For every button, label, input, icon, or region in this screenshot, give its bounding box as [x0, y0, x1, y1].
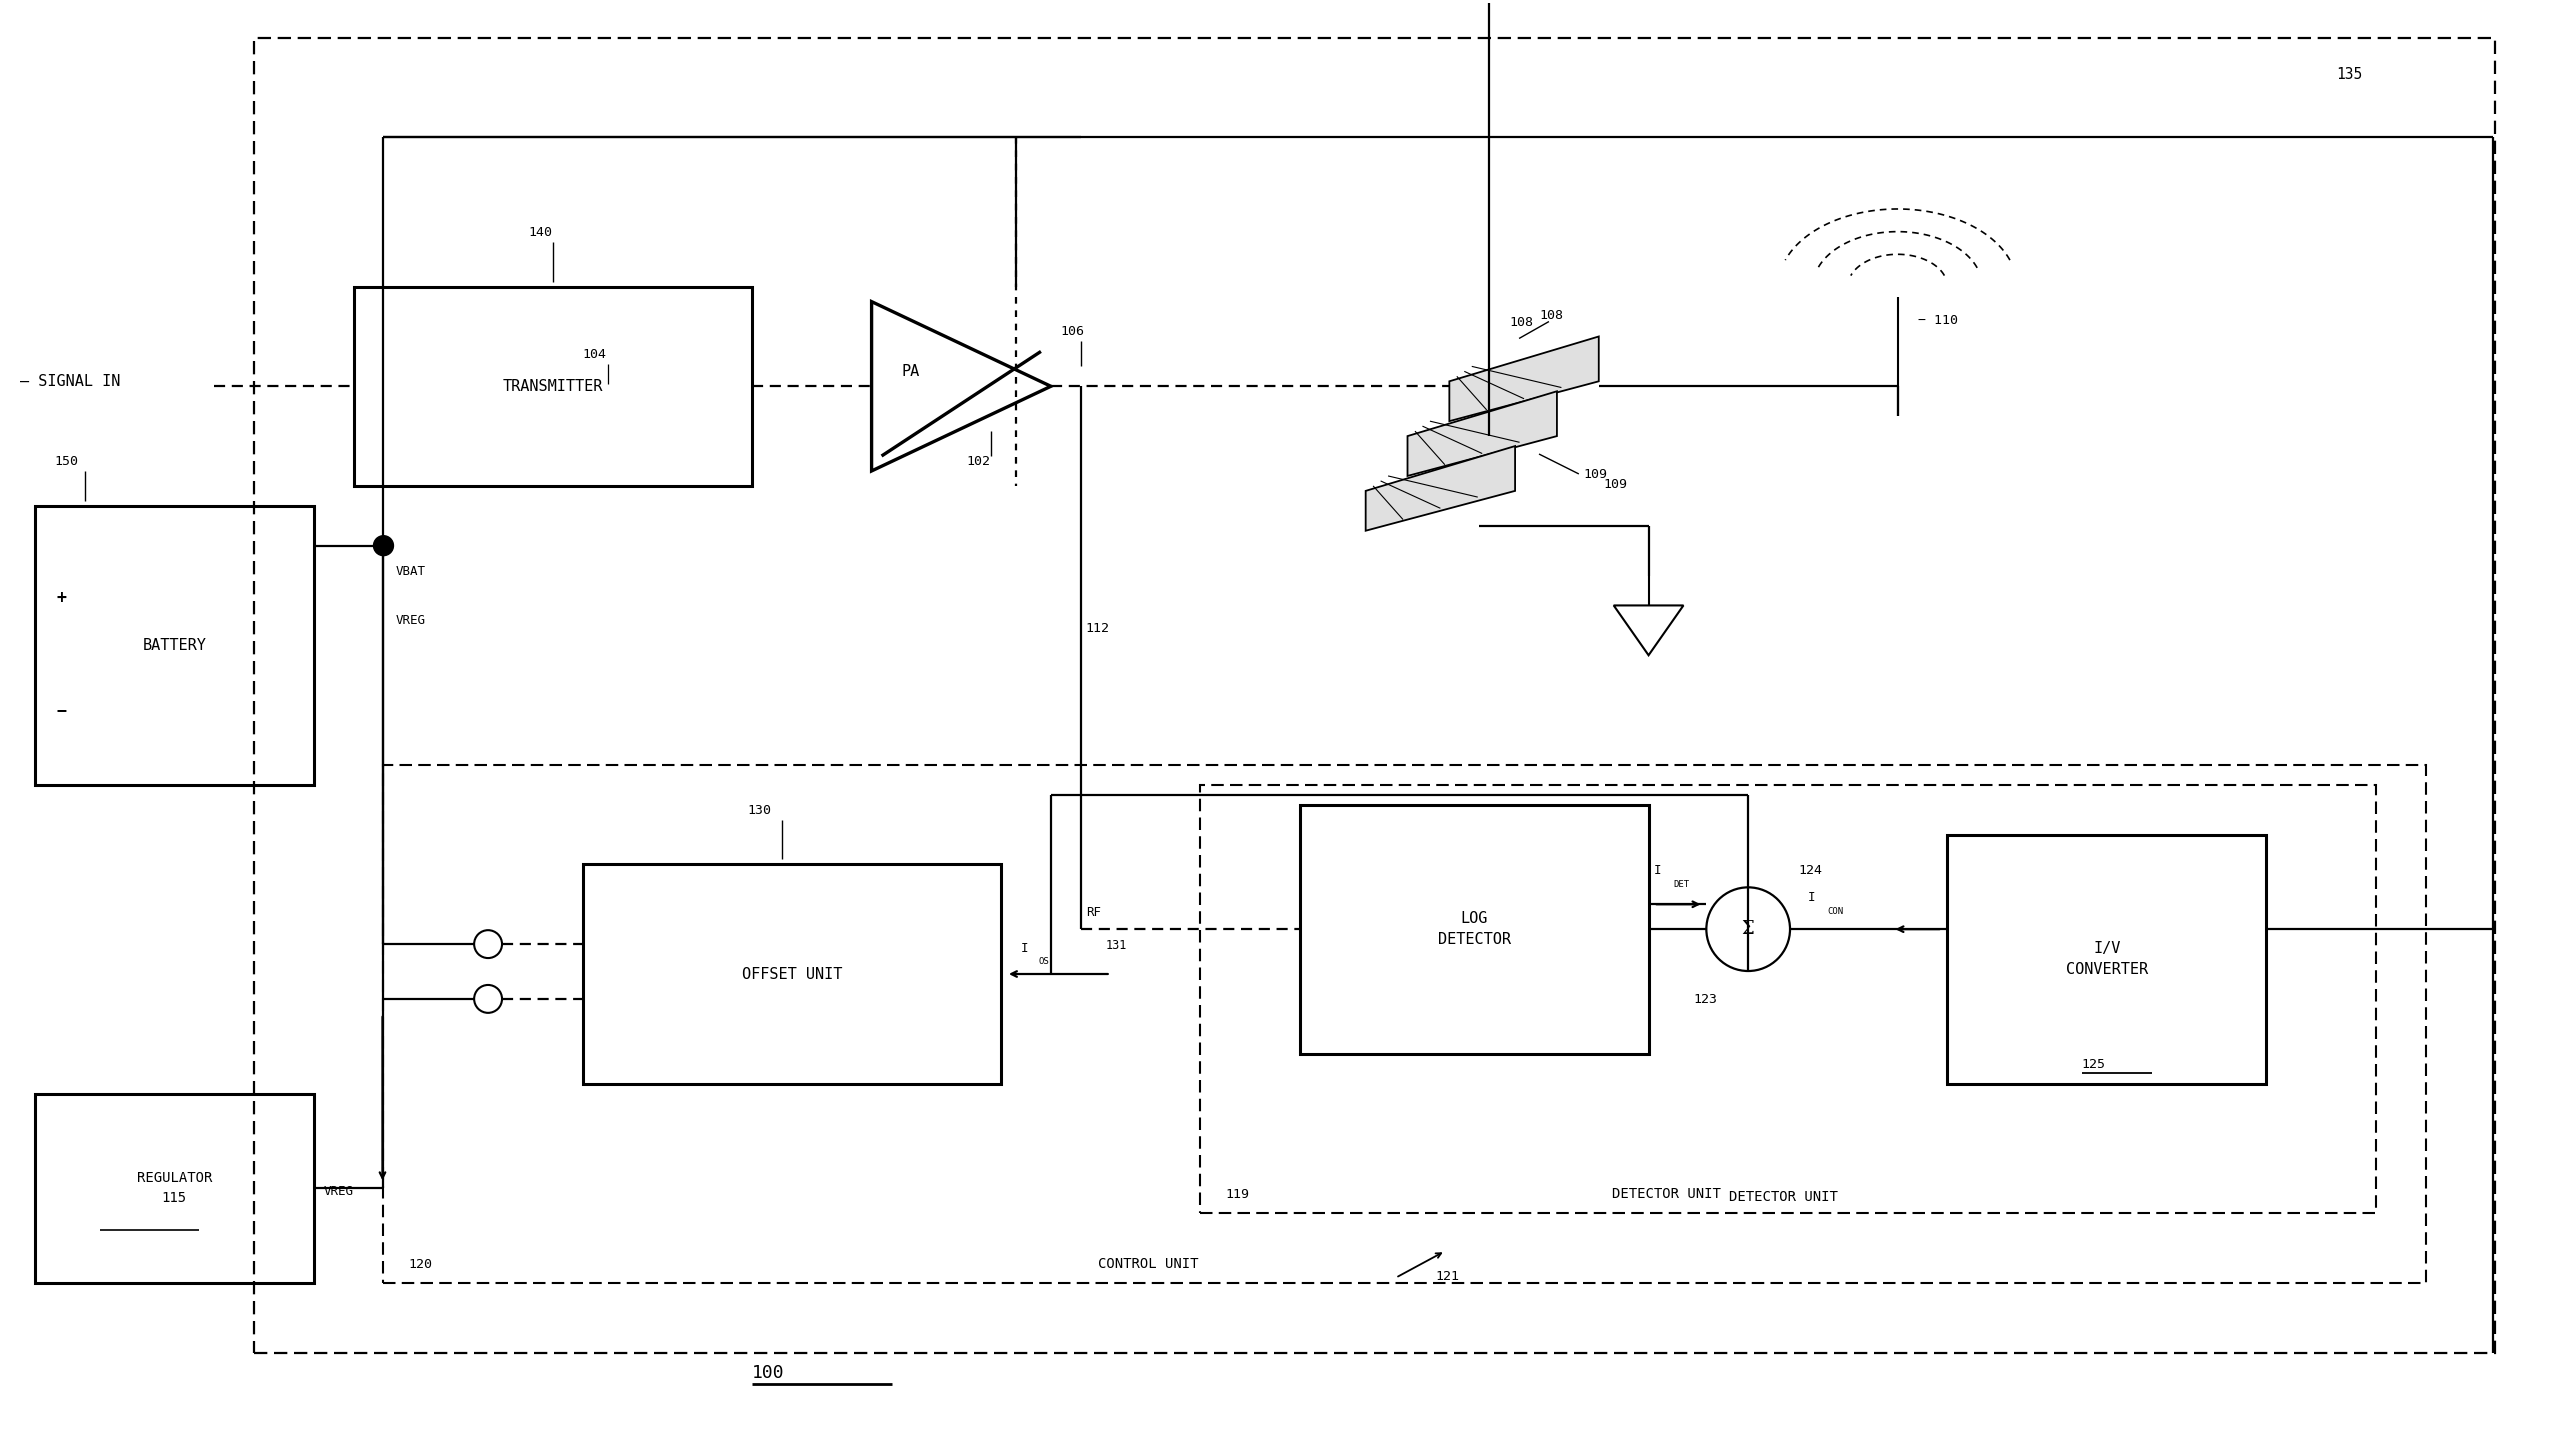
Text: 102: 102 — [966, 455, 991, 468]
Text: 140: 140 — [528, 225, 551, 238]
Text: Σ: Σ — [1742, 920, 1755, 938]
Polygon shape — [1407, 392, 1558, 476]
Text: I: I — [1652, 864, 1660, 877]
Text: −: − — [56, 702, 67, 719]
Text: 150: 150 — [54, 455, 79, 468]
Circle shape — [374, 535, 395, 555]
Text: I: I — [1022, 943, 1027, 956]
Text: LOG
DETECTOR: LOG DETECTOR — [1437, 911, 1512, 947]
Text: 120: 120 — [407, 1258, 433, 1271]
Text: 131: 131 — [1107, 938, 1127, 951]
Text: PA: PA — [902, 364, 920, 379]
Text: +: + — [56, 590, 67, 607]
Text: 108: 108 — [1509, 316, 1532, 329]
Bar — [1947, 835, 2267, 1083]
Text: 135: 135 — [2337, 67, 2362, 82]
Text: VBAT: VBAT — [395, 564, 425, 577]
Text: I: I — [1809, 891, 1816, 904]
Bar — [36, 1093, 313, 1283]
Text: 106: 106 — [1061, 326, 1084, 339]
Text: − 110: − 110 — [1916, 313, 1957, 327]
Text: I/V
CONVERTER: I/V CONVERTER — [2065, 941, 2147, 977]
Text: 119: 119 — [1225, 1188, 1250, 1201]
Text: VREG: VREG — [323, 1185, 354, 1198]
Text: 130: 130 — [748, 804, 771, 817]
Text: CON: CON — [1827, 907, 1845, 916]
Bar — [384, 765, 2426, 1283]
Bar — [582, 864, 1002, 1083]
Bar — [36, 505, 313, 785]
Text: OFFSET UNIT: OFFSET UNIT — [743, 967, 843, 982]
Bar — [254, 37, 2495, 1353]
Text: TRANSMITTER: TRANSMITTER — [502, 379, 602, 393]
Text: 109: 109 — [1583, 468, 1609, 481]
Text: 108: 108 — [1540, 309, 1563, 321]
Bar — [1202, 785, 2375, 1213]
Text: BATTERY: BATTERY — [143, 637, 205, 653]
Text: DETECTOR UNIT: DETECTOR UNIT — [1729, 1190, 1837, 1204]
Text: 109: 109 — [1604, 478, 1627, 491]
Text: 112: 112 — [1086, 623, 1109, 636]
Bar — [354, 287, 753, 486]
Text: 104: 104 — [582, 349, 607, 362]
Text: 124: 124 — [1799, 864, 1822, 877]
Bar — [1299, 805, 1647, 1053]
Text: 100: 100 — [753, 1365, 784, 1382]
Polygon shape — [1450, 336, 1599, 420]
Text: CONTROL UNIT: CONTROL UNIT — [1099, 1257, 1199, 1271]
Text: 123: 123 — [1693, 993, 1717, 1006]
Text: 121: 121 — [1435, 1270, 1460, 1283]
Text: DETECTOR UNIT: DETECTOR UNIT — [1611, 1187, 1722, 1201]
Polygon shape — [1366, 446, 1514, 531]
Text: DET: DET — [1673, 880, 1688, 890]
Text: VREG: VREG — [395, 614, 425, 627]
Text: — SIGNAL IN: — SIGNAL IN — [20, 373, 120, 389]
Text: OS: OS — [1040, 957, 1050, 966]
Text: REGULATOR
115: REGULATOR 115 — [136, 1171, 213, 1205]
Text: RF: RF — [1086, 907, 1102, 920]
Text: 125: 125 — [2083, 1058, 2106, 1071]
